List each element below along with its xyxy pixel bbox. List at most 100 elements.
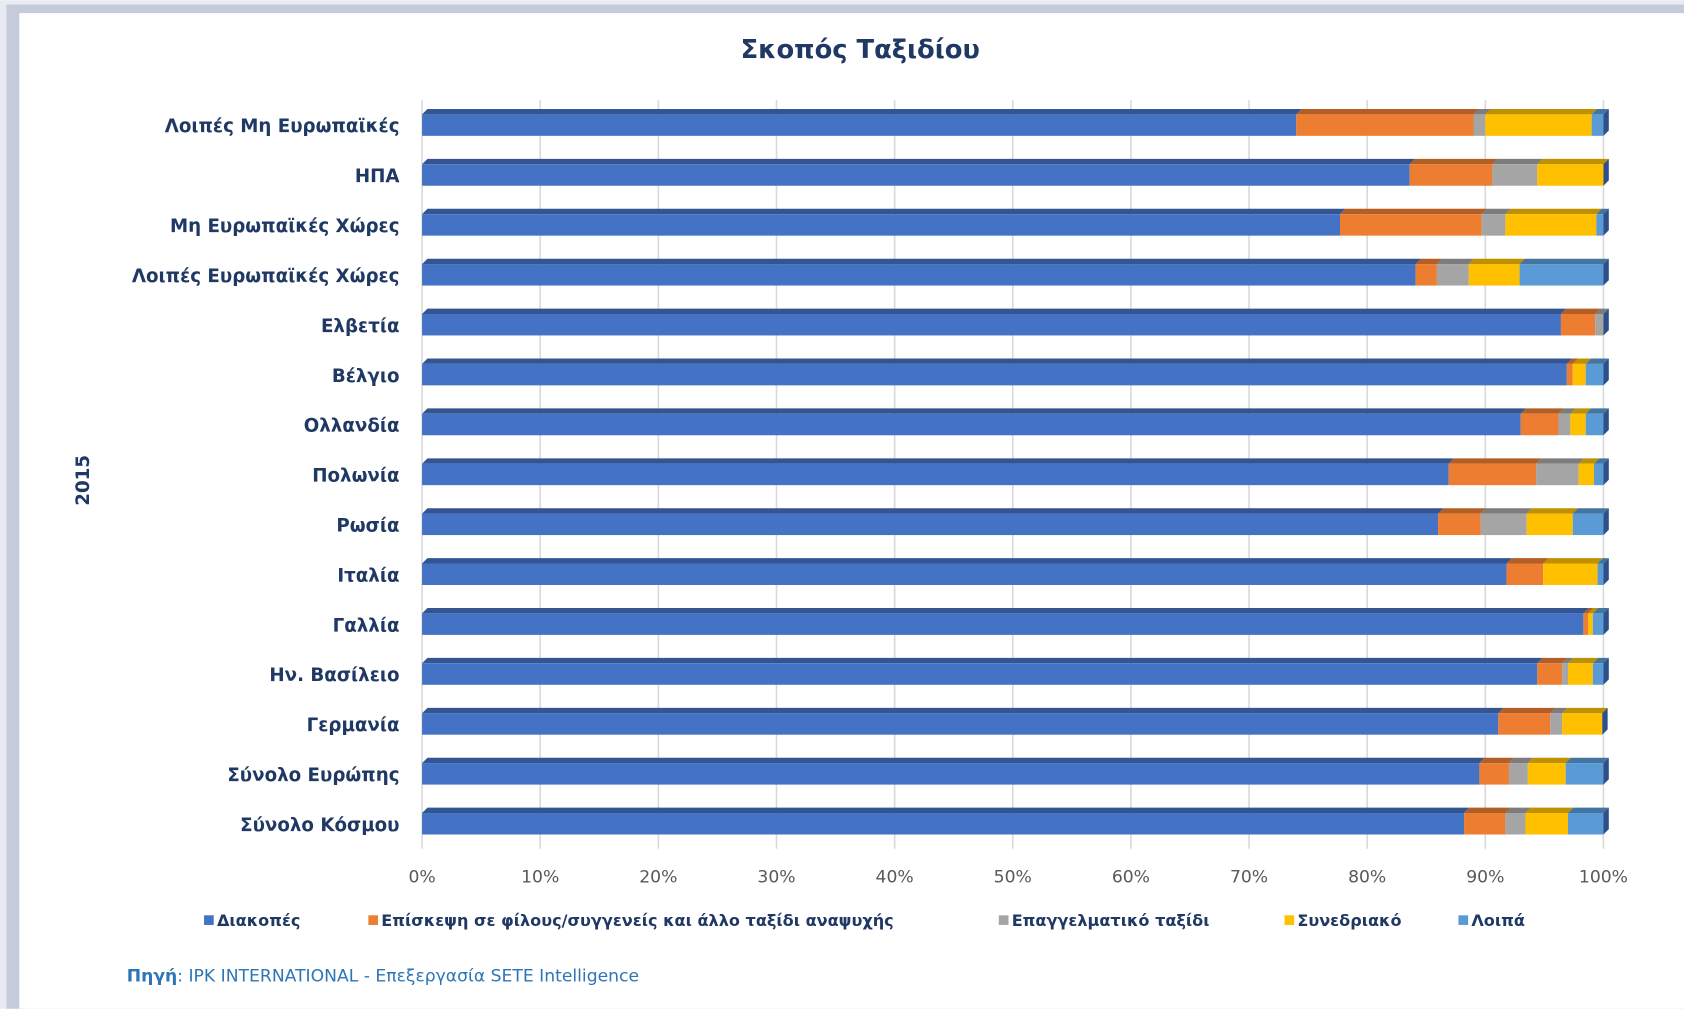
bar — [1558, 413, 1571, 436]
bar — [1562, 663, 1569, 685]
bar-top — [1585, 408, 1609, 414]
y-tick-label: Ρωσία — [336, 515, 399, 536]
x-tick-label: 30% — [757, 868, 795, 888]
bar — [1498, 713, 1551, 735]
y-tick-label: Ολλανδία — [304, 416, 400, 437]
bar-top — [1566, 358, 1579, 364]
x-tick-label: 100% — [1579, 868, 1628, 888]
bar — [1485, 114, 1592, 136]
bar — [1526, 513, 1573, 536]
bar-top — [1583, 608, 1594, 614]
bar-top — [422, 558, 1512, 564]
bar — [1520, 413, 1559, 436]
bar-top — [1436, 258, 1475, 265]
x-tick-label: 40% — [876, 868, 914, 888]
bar-end — [1603, 757, 1609, 785]
bar — [1585, 413, 1604, 436]
x-tick-label: 80% — [1348, 868, 1386, 888]
y-tick-label: Μη Ευρωπαϊκές Χώρες — [170, 216, 400, 237]
bar-top — [1505, 208, 1602, 215]
bar-top — [1562, 707, 1608, 714]
bar-top — [1480, 508, 1533, 514]
bar — [422, 114, 1297, 136]
bar-top — [1588, 608, 1599, 614]
bar-top — [1596, 208, 1609, 215]
bar — [422, 563, 1507, 585]
y-tick-label: Σύνολο Ευρώπης — [227, 765, 399, 786]
bar-top — [1550, 707, 1568, 714]
bar — [422, 713, 1499, 735]
bar-top — [1568, 657, 1599, 664]
y-tick-label: ΗΠΑ — [355, 166, 401, 187]
bar-top — [1409, 158, 1498, 165]
bar-top — [1525, 807, 1574, 814]
legend-swatch — [1284, 915, 1295, 925]
bar-top — [1492, 158, 1543, 165]
x-tick-label: 90% — [1466, 868, 1504, 888]
legend-label: Συνεδριακό — [1297, 911, 1401, 930]
bar — [1592, 613, 1604, 635]
y-tick-label: Γερμανία — [307, 715, 400, 736]
bar-top — [1585, 358, 1609, 364]
x-tick-label: 20% — [639, 868, 677, 888]
bar — [1479, 763, 1509, 785]
bar-top — [1448, 458, 1542, 464]
bar — [422, 763, 1480, 785]
bar — [422, 363, 1567, 386]
bar-top — [1506, 558, 1549, 564]
x-tick-label: 70% — [1230, 868, 1268, 888]
bar-top — [1537, 158, 1609, 165]
bar-top — [422, 608, 1589, 614]
bar — [1473, 114, 1486, 136]
bar — [422, 413, 1521, 436]
legend-label: Επίσκεψη σε φίλους/συγγενείς και άλλο τα… — [381, 911, 893, 930]
bar-top — [422, 108, 1302, 115]
bar-top — [422, 258, 1421, 265]
y-tick-label: Ην. Βασίλειο — [269, 665, 399, 686]
bar — [1527, 763, 1566, 785]
legend-swatch — [368, 915, 379, 925]
bar-end — [1603, 608, 1609, 635]
bar — [1568, 813, 1604, 835]
bar-top — [422, 358, 1573, 364]
bar — [1583, 613, 1589, 635]
bar — [1585, 363, 1604, 386]
bar — [1572, 363, 1586, 386]
bar — [1536, 463, 1579, 486]
bar-top — [1473, 108, 1491, 115]
legend-label: Διακοπές — [217, 911, 301, 930]
bar — [1505, 813, 1526, 835]
bar-end — [1603, 657, 1609, 685]
bar — [1597, 563, 1604, 585]
bar — [1560, 313, 1596, 336]
bar-top — [1526, 508, 1579, 514]
bar-top — [1527, 757, 1572, 764]
x-tick-label: 0% — [408, 868, 435, 888]
legend-label: Επαγγελματικό ταξίδι — [1012, 911, 1210, 930]
bar — [422, 813, 1465, 835]
bar — [1468, 264, 1520, 286]
legend-swatch — [998, 915, 1009, 925]
bar-top — [1570, 408, 1592, 414]
bar-end — [1603, 358, 1609, 386]
bar-top — [1560, 308, 1601, 314]
y-tick-label: Λοιπές Ευρωπαϊκές Χώρες — [132, 266, 400, 287]
bar-end — [1603, 208, 1609, 236]
bar-top — [1568, 807, 1609, 814]
bar — [1566, 363, 1573, 386]
bar — [1578, 463, 1595, 486]
bar-end — [1603, 458, 1609, 486]
bar-top — [1468, 258, 1525, 265]
bar — [1506, 563, 1544, 585]
bar — [1436, 264, 1469, 286]
bar — [1596, 214, 1604, 236]
bar — [1448, 463, 1537, 486]
y-tick-label: Βέλγιο — [332, 366, 400, 387]
bar-top — [1520, 408, 1564, 414]
bar-top — [422, 757, 1485, 764]
bar-end — [1603, 308, 1609, 336]
source-label: Πηγή — [127, 967, 178, 987]
bar — [1572, 513, 1604, 536]
bar — [1409, 164, 1493, 186]
